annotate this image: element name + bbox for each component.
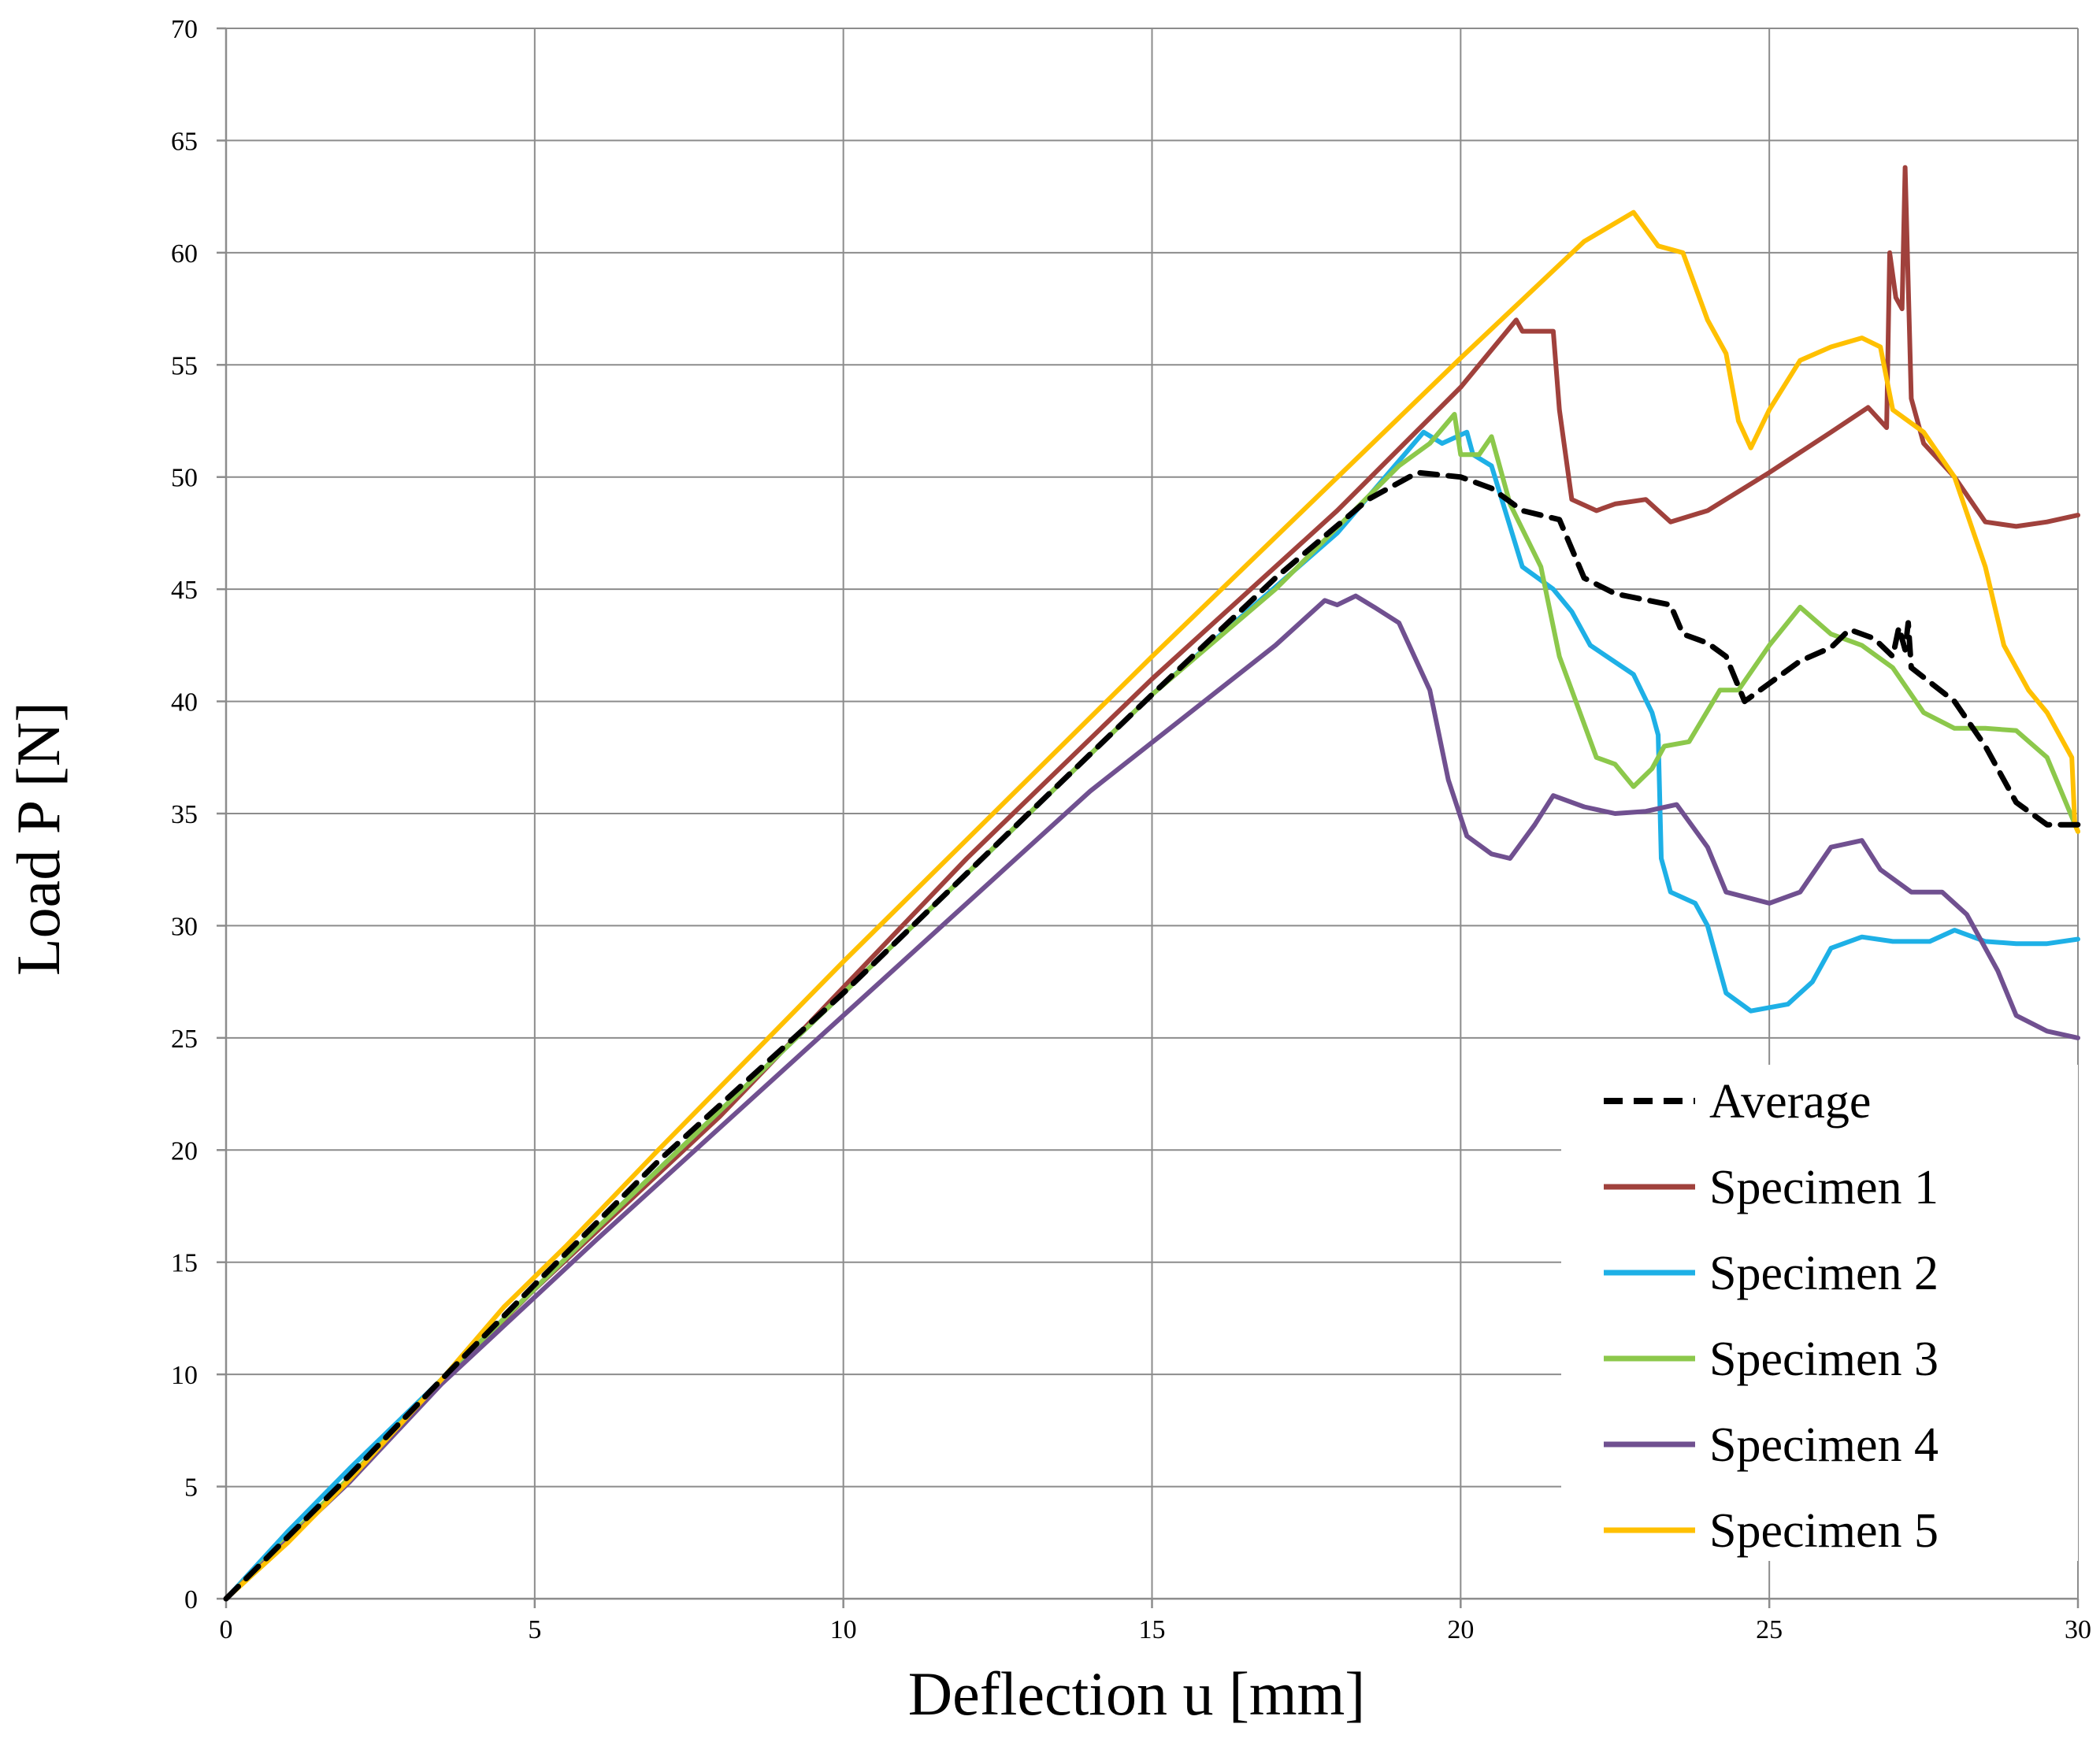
y-tick-labels: 0 5 10 15 20 25 30 35 40 45 50 55 60 65 70: [171, 15, 198, 1614]
y-tick-label: 70: [171, 15, 198, 44]
y-tick-label: 60: [171, 239, 198, 269]
y-tick-label: 0: [184, 1585, 198, 1614]
series-line-specimen-1: [224, 165, 2080, 1601]
legend-label-specimen-4: Specimen 4: [1709, 1418, 1939, 1472]
series-line-specimen-3: [224, 412, 2080, 1601]
x-tick-label: 15: [1139, 1615, 1166, 1644]
y-tick-label: 45: [171, 576, 198, 605]
series-line-specimen-4: [224, 593, 2080, 1601]
legend-label-specimen-2: Specimen 2: [1709, 1247, 1939, 1300]
x-tick-label: 30: [2065, 1615, 2091, 1644]
y-tick-label: 5: [184, 1474, 198, 1503]
y-axis-title: Load P [N]: [4, 702, 72, 976]
y-tick-label: 30: [171, 912, 198, 941]
legend-label-specimen-3: Specimen 3: [1709, 1333, 1939, 1386]
x-axis-title: Deflection u [mm]: [908, 1659, 1365, 1728]
y-tick-label: 10: [171, 1361, 198, 1390]
x-tick-label: 5: [528, 1615, 541, 1644]
x-tick-label: 25: [1756, 1615, 1783, 1644]
legend-label-average: Average: [1709, 1075, 1871, 1129]
axes: [217, 27, 2080, 1608]
legend-label-specimen-5: Specimen 5: [1709, 1504, 1939, 1558]
x-tick-label: 0: [220, 1615, 233, 1644]
y-tick-label: 55: [171, 351, 198, 380]
x-tick-labels: 0 5 10 15 20 25 30: [220, 1615, 2092, 1644]
legend-label-specimen-1: Specimen 1: [1709, 1161, 1939, 1214]
legend: Average Specimen 1 Specimen 2 Specimen 3 Spe…: [1561, 1065, 2078, 1561]
y-tick-label: 35: [171, 800, 198, 829]
series-line-average: [223, 469, 2081, 1602]
y-tick-label: 20: [171, 1136, 198, 1166]
y-tick-label: 40: [171, 688, 198, 717]
series-line-specimen-5: [224, 209, 2080, 1601]
series-layer: [223, 165, 2081, 1602]
y-tick-label: 25: [171, 1025, 198, 1054]
x-tick-label: 10: [830, 1615, 857, 1644]
y-tick-label: 50: [171, 464, 198, 493]
legend-box: [1561, 1065, 2078, 1561]
x-tick-label: 20: [1447, 1615, 1474, 1644]
y-tick-label: 65: [171, 127, 198, 156]
y-tick-label: 15: [171, 1249, 198, 1278]
